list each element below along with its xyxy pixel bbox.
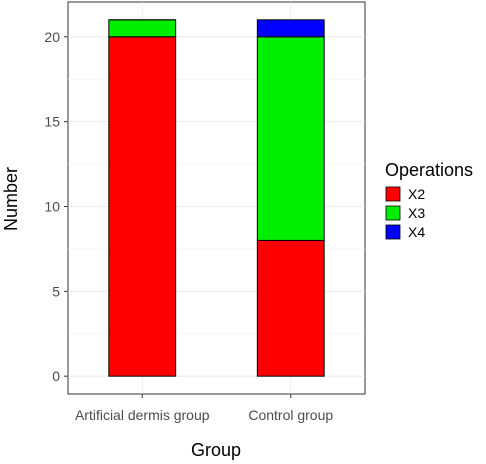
- legend-swatch-x3: [385, 205, 401, 221]
- bar-segment-x2: [256, 239, 325, 377]
- legend-label-x4: X4: [408, 224, 425, 240]
- bar-segment-x2: [108, 36, 177, 377]
- legend-swatch-x4: [385, 224, 401, 240]
- bars: [108, 19, 325, 377]
- y-tick-label: 0: [52, 368, 60, 384]
- y-tick-label: 15: [44, 114, 60, 130]
- x-tick-label: Control group: [248, 407, 333, 423]
- legend: Operations X2 X3 X4: [385, 160, 473, 240]
- bar-segment-x3: [256, 36, 325, 241]
- legend-label-x2: X2: [408, 186, 425, 202]
- x-axis-title: Group: [191, 440, 241, 460]
- bar-segment-x3: [108, 19, 177, 38]
- y-tick-label: 20: [44, 29, 60, 45]
- y-tick-label: 10: [44, 198, 60, 214]
- legend-label-x3: X3: [408, 205, 425, 221]
- y-axis-title: Number: [1, 167, 21, 231]
- y-axis: 0 5 10 15 20: [44, 29, 68, 384]
- bar-segment-x4: [256, 19, 325, 38]
- x-axis: Artificial dermis group Control group: [75, 394, 333, 423]
- x-tick-label: Artificial dermis group: [75, 407, 210, 423]
- y-tick-label: 5: [52, 283, 60, 299]
- legend-title: Operations: [385, 160, 473, 180]
- legend-swatch-x2: [385, 186, 401, 202]
